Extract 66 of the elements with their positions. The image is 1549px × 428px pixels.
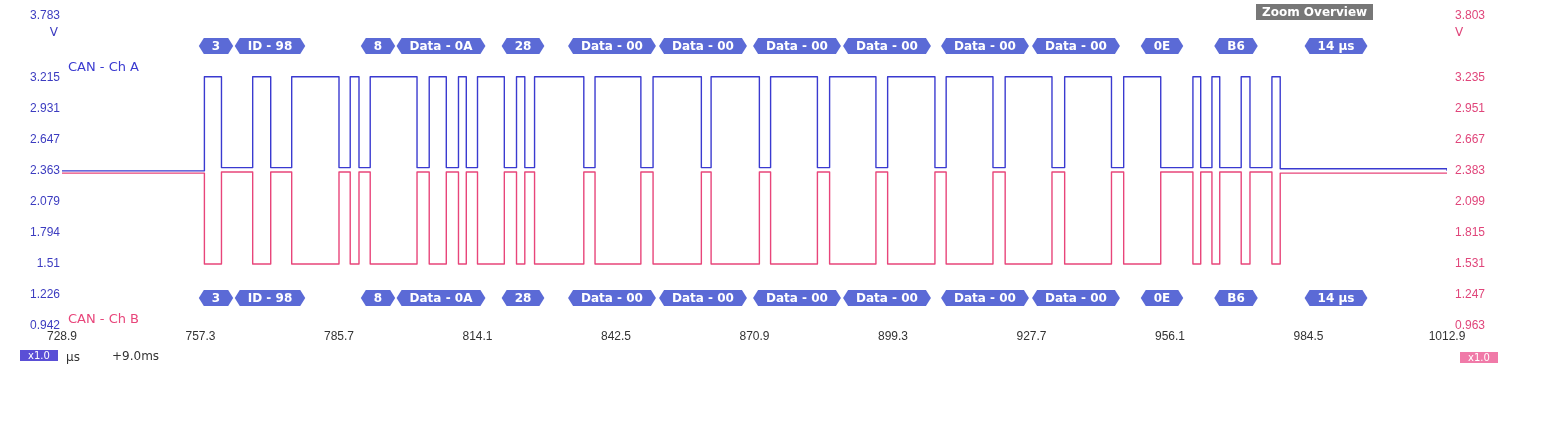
y-tick-label: 3.783 <box>29 7 61 22</box>
y2-tick-label: 1.247 <box>1455 287 1486 302</box>
annotation: B6 <box>1227 291 1245 306</box>
annotation: Data - 00 <box>581 39 643 54</box>
x-tick-label: 814.1 <box>462 328 493 343</box>
y2-tick-label: 3.803 <box>1455 7 1486 22</box>
annotation: Data - 00 <box>672 291 734 306</box>
x-axis-title: µs <box>66 350 80 364</box>
annotation: Data - 00 <box>672 39 734 54</box>
x-tick-label: 927.7 <box>1016 328 1047 343</box>
annotation: 0E <box>1153 39 1171 54</box>
y2-tick-label: 1.531 <box>1455 256 1486 271</box>
x-tick-label: 870.9 <box>739 328 770 343</box>
y-tick-label: 2.079 <box>29 193 61 208</box>
annotation: Data - 00 <box>856 39 918 54</box>
y2-tick-label: 2.667 <box>1455 131 1486 146</box>
y-axis-title: V <box>49 25 59 40</box>
annotation: Data - 00 <box>1045 39 1107 54</box>
y-tick-label: 2.647 <box>29 131 61 146</box>
y-tick-label: 2.931 <box>29 100 61 115</box>
y-tick-label: 1.51 <box>36 256 61 271</box>
annotation: ID - 98 <box>247 291 293 306</box>
annotation: Data - 00 <box>856 291 918 306</box>
annotation: 8 <box>373 291 383 306</box>
annotation: 14 µs <box>1317 39 1355 54</box>
annotation: B6 <box>1227 39 1245 54</box>
annotation: Zoom Overview <box>1256 4 1374 20</box>
y-tick-label: 1.226 <box>29 287 61 302</box>
y-tick-label: 2.363 <box>29 162 61 177</box>
text: x1.0 <box>1460 352 1498 363</box>
annotation: 3 <box>211 39 221 54</box>
x-tick-label: 728.9 <box>46 328 78 343</box>
text: CAN - Ch B <box>68 311 140 327</box>
text: CAN - Ch A <box>68 58 140 74</box>
y2-tick-label: 1.815 <box>1455 225 1486 240</box>
annotation: 8 <box>373 39 383 54</box>
y2-tick-label: 2.951 <box>1455 100 1486 115</box>
annotation: 28 <box>514 39 532 54</box>
annotation: Data - 00 <box>766 39 828 54</box>
y-tick-label: 3.215 <box>29 69 61 84</box>
annotation: 0E <box>1153 291 1171 306</box>
y2-tick-label: 2.383 <box>1455 162 1486 177</box>
x-tick-label: 842.5 <box>600 328 632 343</box>
annotation: Data - 00 <box>766 291 828 306</box>
y2-tick-label: 3.235 <box>1455 69 1486 84</box>
text: x1.0 <box>20 350 58 361</box>
annotation: Data - 0A <box>409 39 474 54</box>
x-tick-label: 899.3 <box>877 328 909 343</box>
annotation: 28 <box>514 291 532 306</box>
x-tick-label: 956.1 <box>1154 328 1186 343</box>
y2-axis-title: V <box>1455 25 1464 40</box>
y2-tick-label: 2.099 <box>1455 193 1486 208</box>
annotation: Data - 0A <box>409 291 474 306</box>
annotation: Data - 00 <box>1045 291 1107 306</box>
x-tick-label: 785.7 <box>323 328 355 343</box>
y-tick-label: 1.794 <box>29 225 61 240</box>
x-tick-label: 1012.9 <box>1428 328 1466 343</box>
annotation: Data - 00 <box>954 39 1016 54</box>
annotation: Data - 00 <box>581 291 643 306</box>
x-tick-label: 757.3 <box>185 328 216 343</box>
x-tick-label: 984.5 <box>1293 328 1324 343</box>
text: +9.0ms <box>112 349 160 363</box>
annotation: 14 µs <box>1317 291 1355 306</box>
annotation: 3 <box>211 291 221 306</box>
annotation: Data - 00 <box>954 291 1016 306</box>
annotation: ID - 98 <box>247 39 293 54</box>
